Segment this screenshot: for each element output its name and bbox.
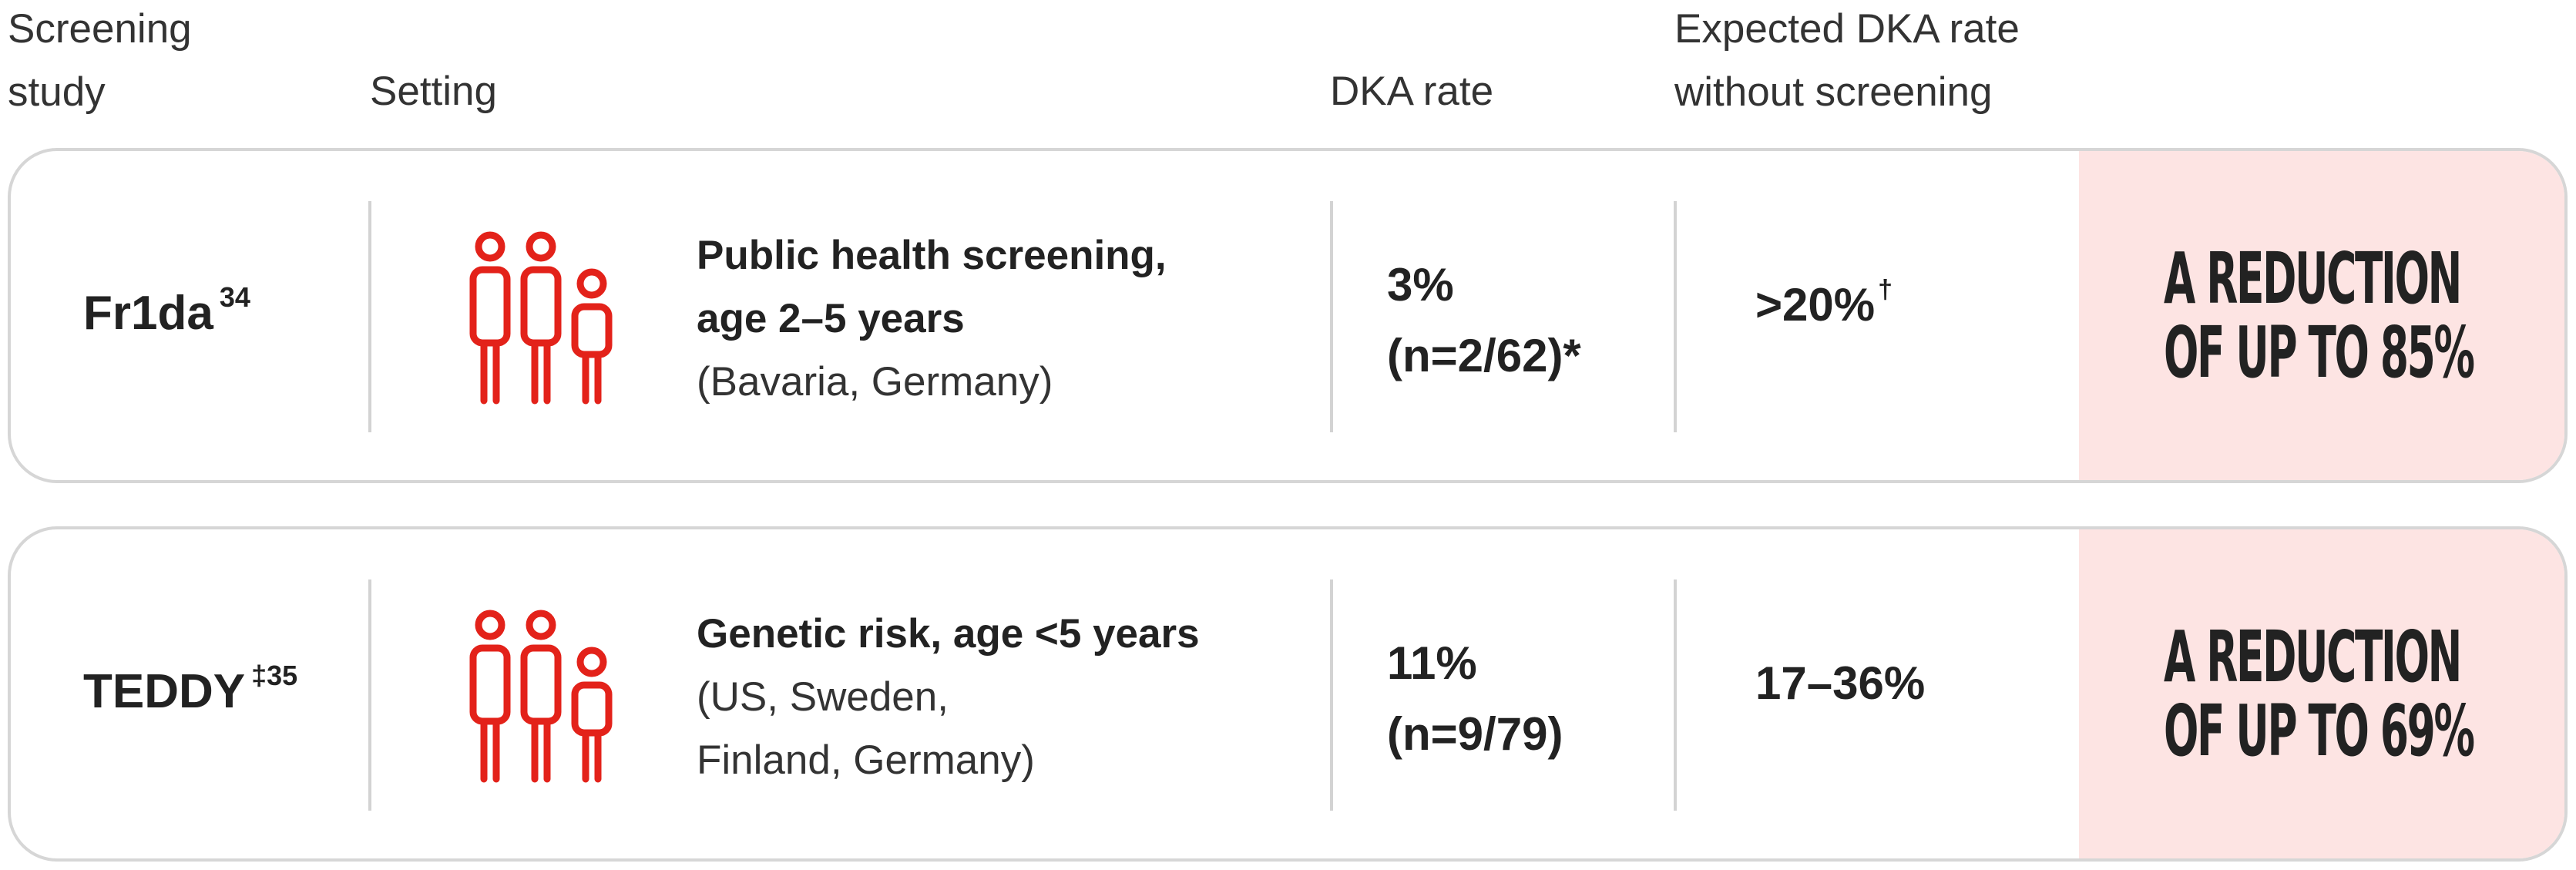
reduction-text: A REDUCTION OF UP TO 69% bbox=[2164, 616, 2475, 772]
family-icon bbox=[469, 610, 613, 783]
table-row: Fr1da 34 Public health screening, age 2–5… bbox=[8, 148, 2568, 483]
study-name: Fr1da 34 bbox=[83, 281, 250, 340]
reduction-text: A REDUCTION OF UP TO 85% bbox=[2164, 237, 2475, 394]
dka-rate-value: 11% (n=9/79) bbox=[1387, 637, 1563, 760]
column-divider bbox=[1330, 579, 1333, 811]
column-divider bbox=[1330, 201, 1333, 432]
family-icon bbox=[469, 231, 613, 405]
table-row: TEDDY ‡35 Genetic risk, age <5 years (US,… bbox=[8, 526, 2568, 862]
study-reference: ‡35 bbox=[251, 660, 298, 691]
column-divider bbox=[1674, 201, 1677, 432]
header-dka-rate: DKA rate bbox=[1330, 69, 1494, 114]
setting-description: Genetic risk, age <5 years (US, Sweden, … bbox=[697, 611, 1200, 783]
dka-rate-value: 3% (n=2/62)* bbox=[1387, 259, 1581, 381]
setting-description: Public health screening, age 2–5 years (… bbox=[697, 233, 1167, 405]
header-screening-study: Screening study bbox=[8, 6, 192, 115]
header-expected-dka-rate: Expected DKA rate without screening bbox=[1674, 6, 2020, 115]
expected-dka-rate-value: 17–36% bbox=[1755, 657, 1926, 709]
expected-dka-rate-value: >20% † bbox=[1755, 275, 1893, 331]
table-header: Screening study Setting DKA rate Expecte… bbox=[0, 0, 2576, 139]
study-name: TEDDY ‡35 bbox=[83, 660, 298, 718]
study-reference: 34 bbox=[219, 281, 250, 313]
column-divider bbox=[368, 201, 371, 432]
column-divider bbox=[1674, 579, 1677, 811]
header-setting: Setting bbox=[370, 69, 498, 114]
reduction-highlight: A REDUCTION OF UP TO 69% bbox=[2079, 529, 2564, 858]
reduction-highlight: A REDUCTION OF UP TO 85% bbox=[2079, 151, 2564, 480]
expected-footnote: † bbox=[1878, 275, 1893, 304]
column-divider bbox=[368, 579, 371, 811]
